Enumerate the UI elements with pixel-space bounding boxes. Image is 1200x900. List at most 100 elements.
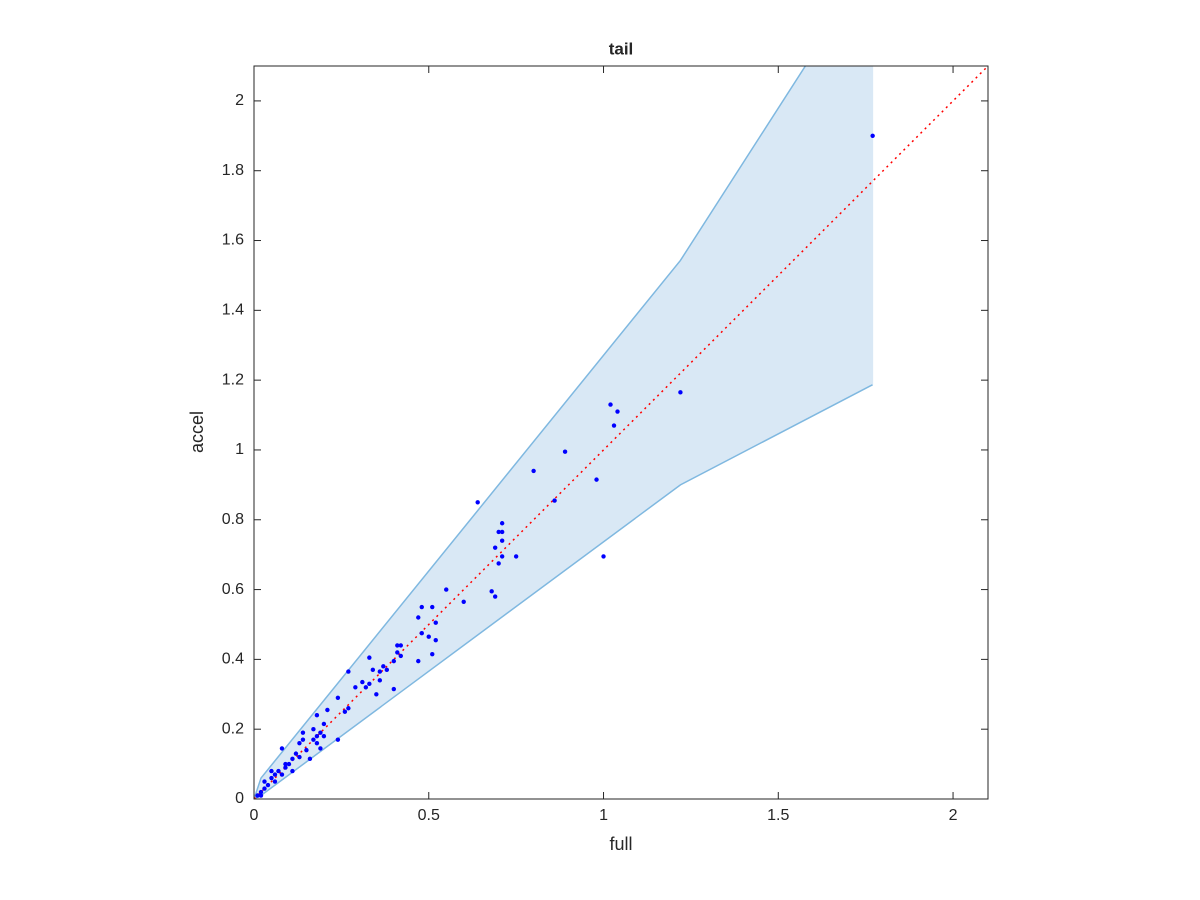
scatter-point [608,402,613,407]
scatter-point [325,707,330,713]
y-tick-label: 0.2 [222,720,244,737]
scatter-point [391,686,397,692]
y-tick-label: 0.6 [222,581,244,598]
scatter-point [552,498,557,503]
scatter-point [286,761,292,767]
scatter-point [314,740,320,746]
scatter-point [300,730,306,735]
scatter-point [297,740,302,746]
scatter-point [416,615,421,620]
scatter-point [499,538,505,543]
scatter-point [562,449,568,454]
scatter-point [314,713,320,718]
y-tick-label: 1 [235,441,244,458]
y-tick-label: 0.4 [222,651,244,668]
scatter-point [430,604,435,610]
y-tick-label: 2 [235,92,244,109]
scatter-point [335,737,341,742]
scatter-point [678,390,683,395]
plot-area [254,66,988,799]
scatter-point [398,643,403,648]
scatter-point [499,554,505,559]
axes-box [253,65,989,800]
scatter-point [283,761,288,767]
scatter-point [290,756,295,762]
chart-title: tail [609,39,634,58]
scatter-point [311,726,316,732]
x-tick-label: 0 [250,807,259,824]
scatter-point [398,653,403,659]
scatter-point [416,658,421,664]
scatter-point [377,678,383,683]
scatter-point [499,521,505,526]
scatter-point [419,604,424,610]
scatter-point [255,793,260,798]
scatter-point [276,768,281,774]
scatter-point [367,681,372,687]
scatter-point [342,709,348,714]
scatter-point [360,679,365,685]
scatter-point [492,545,498,550]
scatter-point [269,768,274,774]
scatter-point [262,779,267,784]
scatter-point [433,637,438,643]
scatter-point [318,730,323,735]
y-axis-label: accel [187,411,207,453]
scatter-point [870,133,875,139]
y-tick-label: 0.8 [222,511,244,528]
scatter-point [374,692,379,697]
scatter-point [265,782,271,788]
x-axis-label: full [609,834,632,854]
scatter-point [381,664,386,669]
scatter-point [353,685,358,690]
scatter-point [496,561,501,566]
y-tick-label: 0 [235,790,244,807]
y-tick-label: 1.8 [222,162,244,179]
scatter-point [426,634,431,639]
scatter-point [370,667,376,673]
scatter-point [489,589,494,594]
scatter-point [311,737,316,742]
scatter-point [304,747,309,753]
reference-line [254,66,988,799]
scatter-point [419,631,424,636]
scatter-point [594,477,599,482]
scatter-point [492,594,498,599]
scatter-point [395,643,400,648]
scatter-point [377,669,383,674]
scatter-point [513,554,519,559]
scatter-point [346,706,351,711]
scatter-point [475,500,480,505]
x-tick-label: 2 [949,807,958,824]
scatter-point [601,554,606,559]
scatter-point [611,423,617,428]
scatter-point [391,658,397,664]
scatter-point [321,733,327,739]
scatter-point [279,746,285,751]
scatter-point [363,685,369,690]
scatter-point [335,695,341,700]
scatter-point [461,599,466,604]
scatter-point [272,772,278,777]
scatter-point [318,746,323,751]
scatter-point [384,667,390,673]
scatter-point [283,765,288,770]
x-tick-label: 1 [599,807,608,824]
scatter-point [272,779,278,784]
band-upper-edge [254,66,807,799]
scatter-point [293,751,299,756]
scatter-point [433,620,438,625]
scatter-point [300,737,306,742]
scatter-point [367,655,372,660]
scatter-point [499,529,505,535]
scatter-point [314,733,320,739]
scatter-point [297,754,302,760]
y-tick-label: 1.2 [222,371,244,388]
x-tick-label: 0.5 [418,807,440,824]
y-tick-label: 1.4 [222,302,244,319]
x-tick-label: 1.5 [767,807,789,824]
scatter-point [430,651,435,657]
scatter-point [395,650,400,655]
